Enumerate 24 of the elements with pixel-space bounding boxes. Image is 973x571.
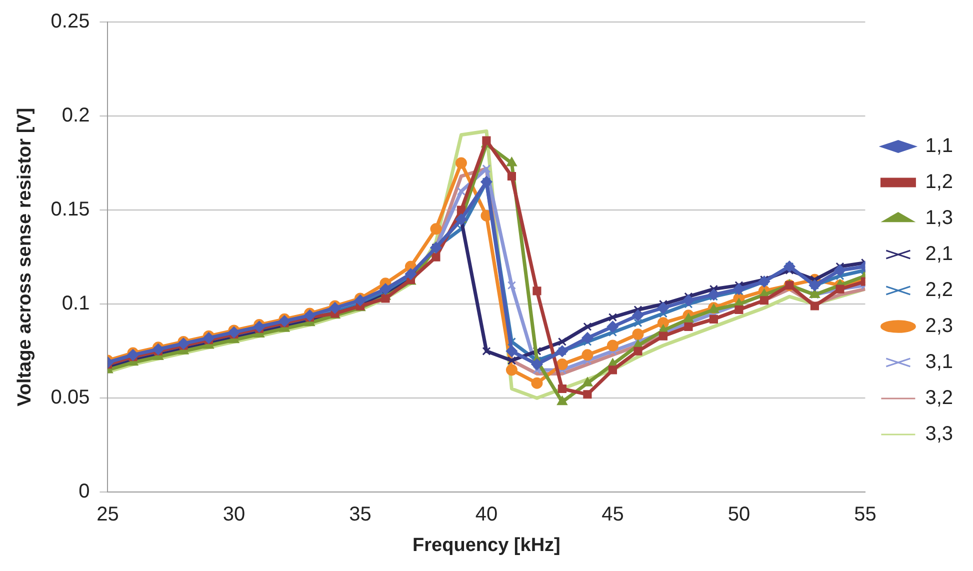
x-tick-label: 30 (222, 504, 246, 526)
y-tick-label: 0.15 (50, 198, 90, 221)
y-tick-label: 0.05 (50, 386, 90, 409)
legend-label: 1,2 (925, 171, 954, 194)
y-tick-label: 0 (78, 480, 90, 503)
y-tick-label: 0.2 (62, 104, 90, 127)
y-tick-label: 0.25 (50, 10, 90, 33)
legend-label: 1,1 (925, 135, 954, 158)
y-axis-title: Voltage across sense resistor [V] (14, 108, 36, 406)
x-tick-label: 45 (602, 504, 624, 526)
x-tick-label: 25 (96, 504, 119, 526)
legend-label: 3,1 (925, 351, 954, 374)
legend-label: 3,2 (925, 387, 954, 410)
legend-label: 2,2 (925, 279, 954, 302)
x-tick-label: 50 (728, 504, 750, 526)
x-axis-title: Frequency [kHz] (412, 534, 560, 556)
x-tick-label: 55 (854, 504, 876, 526)
legend-label: 3,3 (925, 423, 954, 446)
legend-label: 2,3 (925, 315, 954, 338)
legend-label: 2,1 (925, 243, 954, 266)
y-tick-label: 0.1 (62, 292, 90, 315)
legend-label: 1,3 (925, 207, 954, 230)
x-tick-label: 35 (349, 504, 372, 526)
x-tick-label: 40 (475, 504, 498, 526)
